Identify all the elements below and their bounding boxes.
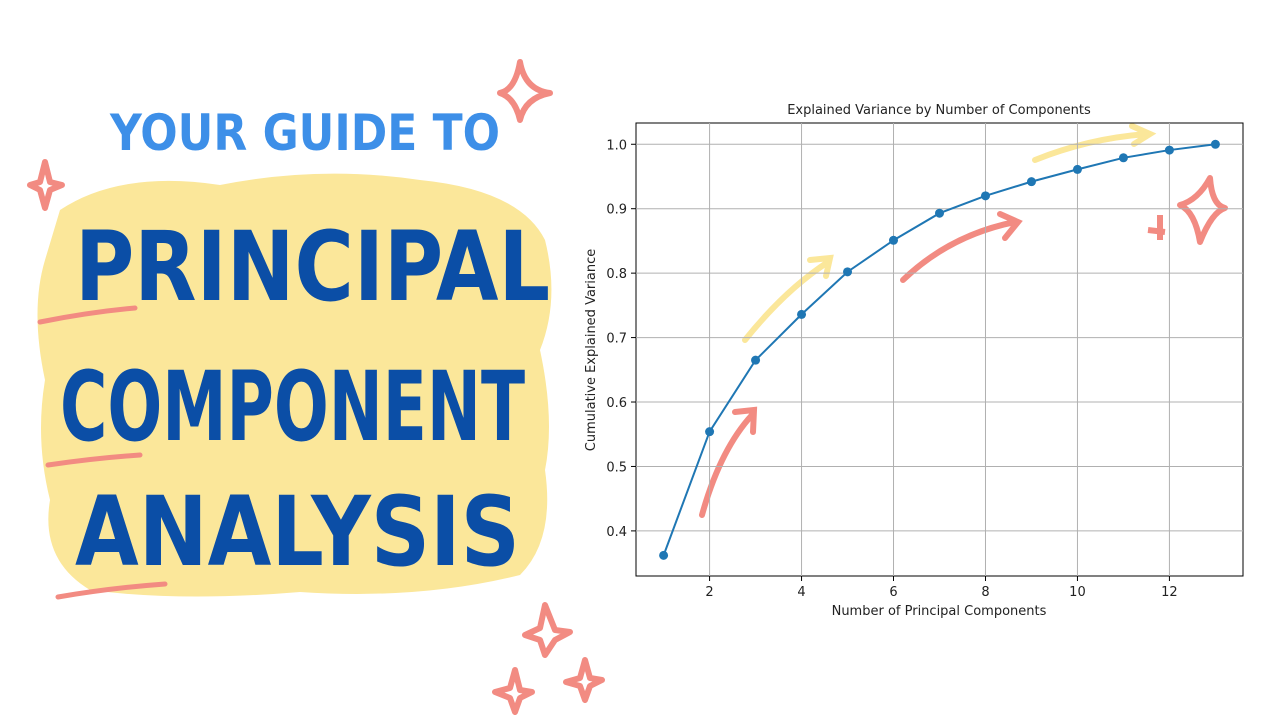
data-point xyxy=(1118,153,1128,163)
chart-title: Explained Variance by Number of Componen… xyxy=(787,103,1091,118)
data-point xyxy=(1026,177,1036,187)
x-tick-label: 8 xyxy=(981,585,989,600)
data-point xyxy=(889,235,899,245)
y-tick-label: 0.9 xyxy=(606,203,627,218)
headline-line: COMPONENT xyxy=(60,351,525,463)
y-tick-label: 0.6 xyxy=(606,396,627,411)
y-tick-label: 0.8 xyxy=(606,267,627,282)
x-tick-label: 6 xyxy=(889,585,897,600)
underlines xyxy=(37,305,168,600)
x-tick-label: 10 xyxy=(1069,585,1086,600)
data-point xyxy=(935,208,944,218)
y-tick-label: 0.4 xyxy=(606,525,627,540)
data-point xyxy=(659,550,669,560)
plot-frame xyxy=(635,122,1244,577)
arrows xyxy=(699,123,1157,518)
x-tick-label: 4 xyxy=(797,585,805,600)
data-point xyxy=(1210,139,1220,149)
y-tick-label: 1.0 xyxy=(606,138,627,153)
sparkles xyxy=(27,59,1228,715)
headline-line: PRINCIPAL xyxy=(75,211,550,323)
data-point xyxy=(705,427,715,437)
data-point xyxy=(1164,145,1174,155)
y-tick-label: 0.7 xyxy=(606,332,627,347)
headline-line: ANALYSIS xyxy=(75,476,520,588)
data-point xyxy=(1072,164,1082,174)
data-point xyxy=(980,191,990,201)
highlight-blob xyxy=(37,173,552,597)
y-axis-label: Cumulative Explained Variance xyxy=(584,249,599,451)
kicker: YOUR GUIDE TO xyxy=(109,104,500,162)
data-point xyxy=(843,267,853,277)
data-point xyxy=(797,309,807,319)
x-axis-label: Number of Principal Components xyxy=(832,604,1047,619)
y-tick-label: 0.5 xyxy=(606,460,627,475)
x-tick-label: 12 xyxy=(1161,585,1178,600)
x-tick-label: 2 xyxy=(705,585,713,600)
data-line xyxy=(662,143,1216,556)
data-point xyxy=(751,355,761,365)
